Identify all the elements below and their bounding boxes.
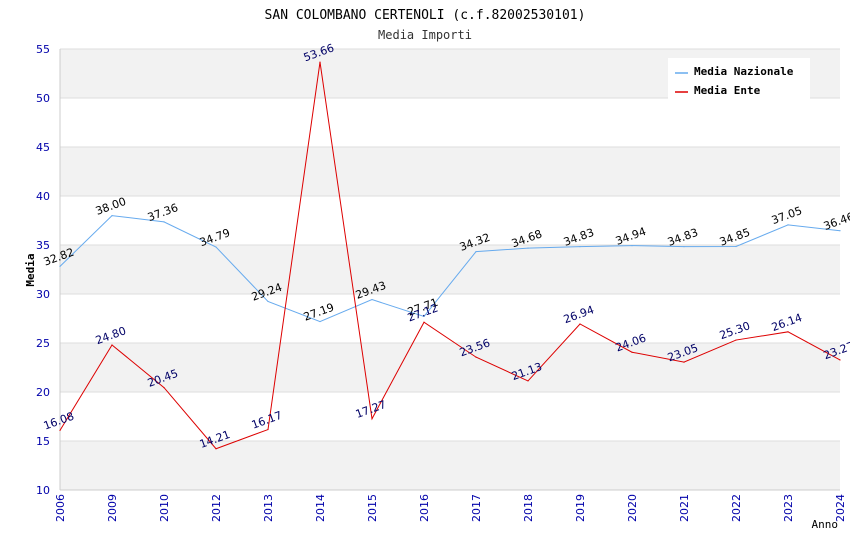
x-tick-label: 2014: [314, 494, 327, 522]
data-point: [371, 298, 373, 301]
data-point: [59, 265, 61, 267]
data-point: [215, 246, 217, 248]
y-tick-label: 50: [36, 92, 50, 105]
legend-label-ente: Media Ente: [694, 84, 761, 97]
x-tick-label: 2022: [730, 494, 743, 522]
legend-label-nazionale: Media Nazionale: [694, 65, 794, 78]
data-point: [839, 359, 841, 361]
data-point: [735, 245, 737, 248]
x-tick-label: 2009: [106, 494, 119, 522]
chart-title: SAN COLOMBANO CERTENOLI (c.f.82002530101…: [265, 8, 586, 23]
x-tick-label: 2006: [54, 494, 67, 522]
data-point: [215, 448, 217, 450]
data-point: [475, 356, 477, 358]
data-point: [319, 61, 321, 63]
y-tick-label: 20: [36, 386, 50, 399]
data-point: [631, 351, 633, 353]
x-axis-label: Anno: [812, 518, 839, 531]
data-point: [735, 339, 737, 341]
y-tick-label: 40: [36, 190, 50, 203]
x-tick-label: 2016: [418, 494, 431, 522]
series-line-ente: [59, 62, 841, 450]
data-point: [787, 331, 789, 333]
x-tick-labels: 2006 2009 2010 2012 2013 2014 2015 2016 2017 2018…: [54, 494, 847, 522]
chart-subtitle: Media Importi: [378, 28, 472, 42]
x-tick-label: 2010: [158, 494, 171, 522]
background-band: [60, 245, 840, 294]
data-point: [527, 380, 529, 382]
data-point: [579, 246, 581, 248]
data-point: [371, 418, 373, 420]
background-band: [60, 441, 840, 490]
y-tick-label: 25: [36, 337, 50, 350]
data-point: [163, 386, 165, 389]
y-axis-label: Media: [24, 253, 37, 286]
data-point: [111, 215, 113, 217]
series-line-nazionale: [59, 215, 841, 323]
background-band: [60, 343, 840, 392]
data-point: [163, 221, 165, 223]
data-point: [527, 247, 529, 249]
data-point: [267, 428, 269, 431]
data-point: [267, 300, 269, 303]
data-point: [319, 320, 321, 323]
y-tick-label: 35: [36, 239, 50, 252]
y-tick-label: 15: [36, 435, 50, 448]
y-tick-label: 45: [36, 141, 50, 154]
series-lines: [59, 61, 841, 450]
x-tick-label: 2021: [678, 494, 691, 522]
data-point: [579, 323, 581, 325]
y-tick-label: 30: [36, 288, 50, 301]
x-tick-label: 2013: [262, 494, 275, 522]
x-tick-label: 2024: [834, 494, 847, 522]
background-band: [60, 147, 840, 196]
x-tick-label: 2023: [782, 494, 795, 522]
legend: Media Nazionale Media Ente: [668, 58, 810, 102]
data-point: [59, 429, 61, 432]
data-point: [683, 361, 685, 363]
data-point: [423, 321, 425, 323]
x-tick-label: 2020: [626, 494, 639, 522]
data-point: [423, 315, 425, 318]
data-point: [839, 230, 841, 232]
data-point: [683, 246, 685, 248]
y-tick-labels: 10 15 20 25 30 35 40 45 50 55: [36, 43, 50, 497]
y-tick-label: 55: [36, 43, 50, 56]
x-tick-label: 2017: [470, 494, 483, 522]
x-tick-label: 2015: [366, 494, 379, 522]
x-tick-label: 2018: [522, 494, 535, 522]
y-tick-label: 10: [36, 484, 50, 497]
data-point: [111, 344, 113, 346]
data-point: [631, 244, 633, 247]
legend-box: [668, 58, 810, 102]
data-point: [475, 251, 477, 253]
x-tick-label: 2019: [574, 494, 587, 522]
x-tick-label: 2012: [210, 494, 223, 522]
data-point: [787, 224, 789, 226]
